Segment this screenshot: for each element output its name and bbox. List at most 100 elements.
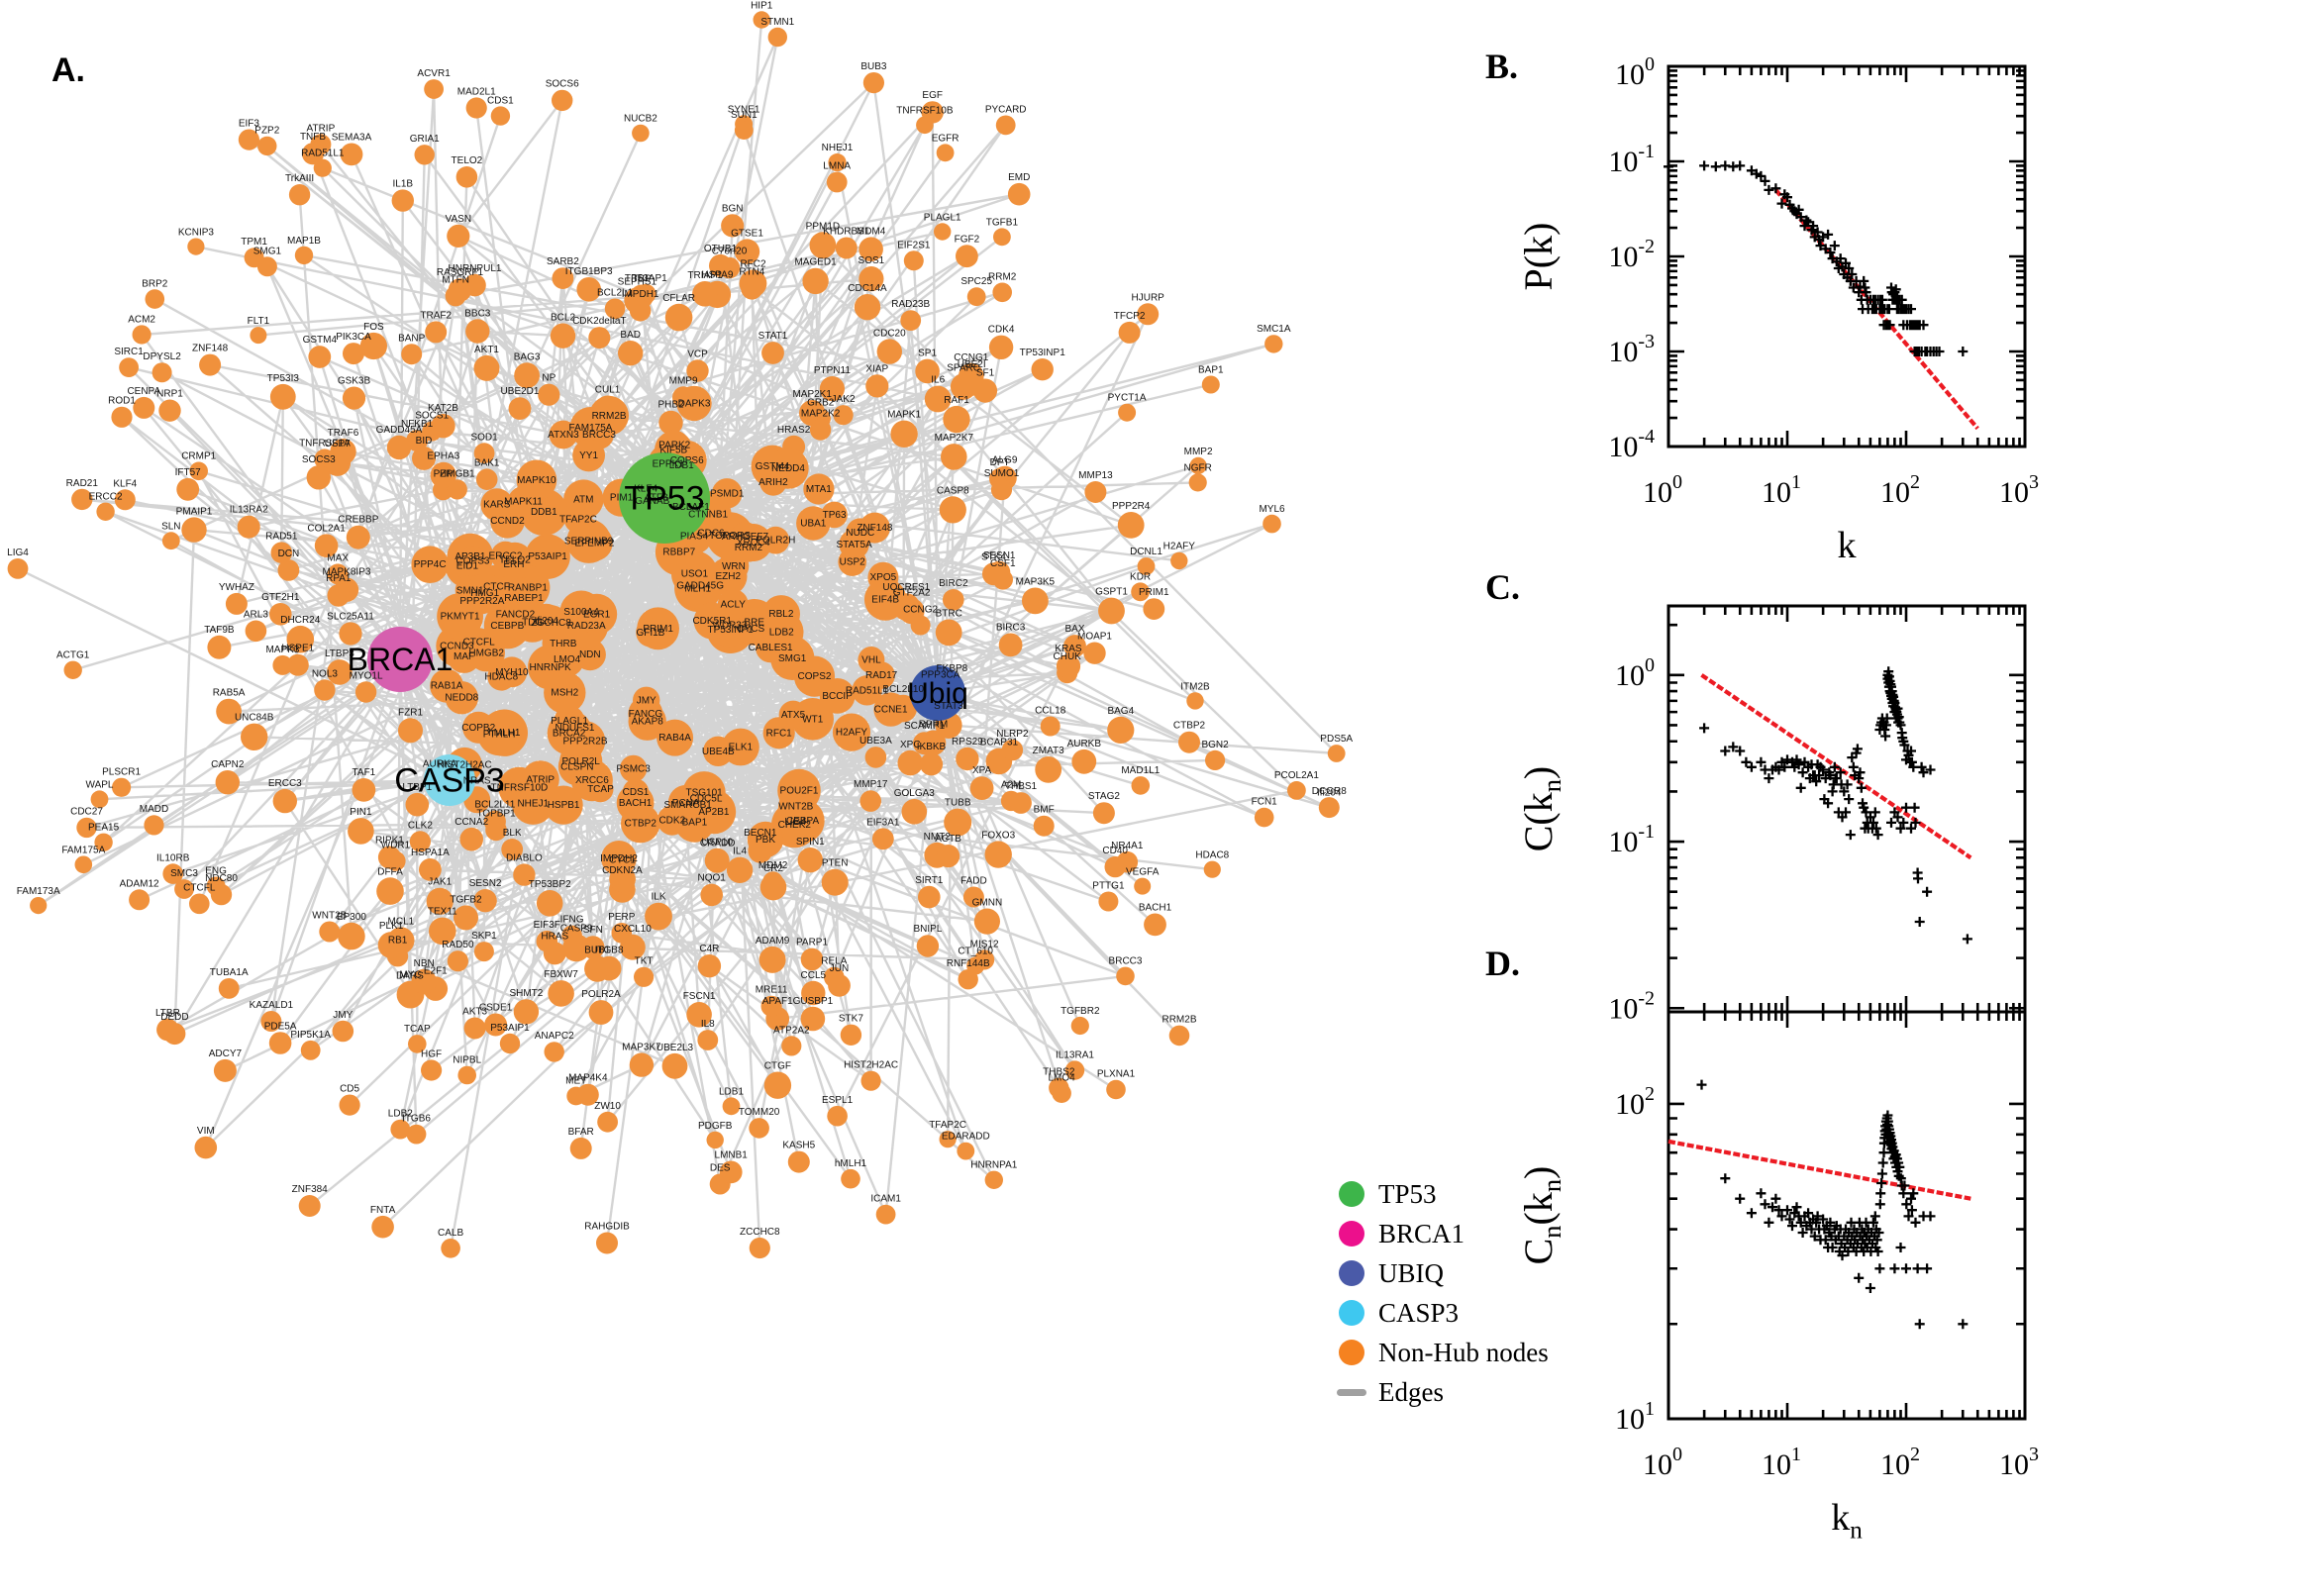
network-node xyxy=(330,439,356,465)
network-node-label: PERP xyxy=(608,912,636,923)
network-node xyxy=(176,477,200,501)
network-node-label: ERCC3 xyxy=(268,778,302,789)
scatter-points xyxy=(1664,160,1969,356)
network-node xyxy=(314,534,339,557)
network-node-labels: TCAP PRIM1 NHEJ1 Ifi204 TP53INP1 P53AIP1 H2AFY… xyxy=(7,0,1353,1239)
network-node-label: GSTM4 xyxy=(756,461,790,472)
network-node xyxy=(348,818,374,845)
network-node-label: SIRT1 xyxy=(915,875,944,886)
network-node xyxy=(536,890,563,917)
network-node xyxy=(1092,802,1115,825)
network-node xyxy=(875,1204,896,1225)
network-node xyxy=(718,256,741,279)
network-node xyxy=(1319,798,1339,818)
network-node xyxy=(597,1111,618,1133)
network-node xyxy=(7,558,29,579)
network-node xyxy=(616,784,655,822)
network-node xyxy=(377,932,405,958)
axis-tick-label: 100 xyxy=(1643,471,1682,509)
network-node-label: MMP13 xyxy=(1078,470,1113,481)
network-node-label: RPRM xyxy=(919,720,948,731)
network-node-label: IFNG xyxy=(560,915,584,926)
legend-item: Edges xyxy=(1337,1372,1549,1412)
legend-item: TP53 xyxy=(1339,1174,1549,1214)
network-node xyxy=(867,561,899,593)
network-node-label: IL13RA2 xyxy=(230,505,268,516)
network-node-label: UBE2D1 xyxy=(501,386,540,397)
network-node-label: EID1 xyxy=(456,560,479,571)
network-node-label: CASP9 xyxy=(560,923,593,934)
network-node xyxy=(90,790,109,809)
network-node-label: EGFR xyxy=(932,133,960,144)
network-node xyxy=(288,184,311,206)
network-node-label: RAF1 xyxy=(944,395,969,406)
network-node-label: RELA xyxy=(821,956,847,967)
network-node-label: UBE3A xyxy=(859,736,892,747)
network-node-label: BECN1 xyxy=(744,828,777,839)
network-node xyxy=(1116,966,1135,986)
network-node-label: HIST2H2AC xyxy=(844,1060,898,1071)
network-node xyxy=(250,327,267,345)
hub-label-ubiq: Ubiq xyxy=(907,677,968,710)
chart-panel-b: 100 10-1 10-2 10-3 10-4 100 101 102 103 P(k) k xyxy=(1516,53,2039,566)
network-node xyxy=(974,949,995,970)
network-node-label: TCAP xyxy=(404,1024,431,1035)
network-node-label: WNT2B xyxy=(312,911,347,922)
network-node-label: NRP1 xyxy=(156,389,183,400)
network-node xyxy=(697,1030,719,1050)
network-node xyxy=(1264,335,1283,353)
network-node xyxy=(832,713,871,751)
network-node xyxy=(475,468,498,491)
network-node xyxy=(508,397,532,420)
network-node-label: SESN2 xyxy=(469,878,502,889)
network-node-label: PDS5A xyxy=(1320,734,1353,745)
network-node xyxy=(376,877,404,905)
network-node-label: NIPBL xyxy=(453,1055,481,1066)
network-node-label: PLXNA1 xyxy=(1097,1069,1136,1080)
network-node-label: MAP3K5 xyxy=(1016,577,1056,588)
network-node xyxy=(390,1119,411,1140)
network-node xyxy=(538,383,560,406)
network-node-label: FANCG xyxy=(629,709,663,720)
legend-label: UBIQ xyxy=(1378,1257,1444,1288)
network-node xyxy=(761,526,790,554)
network-node-label: TNFB xyxy=(300,132,326,143)
network-node-label: SOD1 xyxy=(470,432,498,443)
network-node-label: HJURP xyxy=(1132,292,1165,303)
network-node xyxy=(544,1042,564,1062)
network-node-label: STAT3 xyxy=(934,701,963,712)
network-node-label: TSG101 xyxy=(685,788,723,799)
network-node xyxy=(1084,481,1107,503)
network-node-label: CABLES1 xyxy=(749,643,793,653)
network-node-label: MAP2K7 xyxy=(935,433,974,444)
network-node-label: ADAM12 xyxy=(120,878,159,889)
chart-panel-c: 100 10-1 10-2 C(kn) xyxy=(1516,604,2027,1025)
network-node xyxy=(144,815,164,836)
network-node-label: SLC25A11 xyxy=(327,611,374,622)
network-node-label: CENPA xyxy=(127,386,160,397)
network-node xyxy=(1056,653,1081,679)
network-node xyxy=(241,723,268,750)
network-node-label: EIF3A1 xyxy=(866,817,900,828)
network-node-label: WNT2B xyxy=(778,802,813,813)
network-node-label: MYC xyxy=(399,970,421,981)
network-node xyxy=(819,678,856,714)
network-node xyxy=(984,841,1012,868)
network-node-label: MYO1L xyxy=(350,670,383,681)
network-node-label: TRAF6 xyxy=(328,428,359,439)
legend-label: Edges xyxy=(1378,1376,1444,1407)
network-node xyxy=(520,488,568,537)
network-node-label: AURKB xyxy=(1067,739,1102,749)
network-node xyxy=(719,1160,743,1184)
network-node xyxy=(339,622,362,646)
network-node-label: RAHGDIB xyxy=(584,1222,630,1233)
network-node xyxy=(181,517,207,543)
network-node-label: STK7 xyxy=(839,1014,863,1025)
network-node-label: FBXW7 xyxy=(544,969,578,980)
network-node-label: LDB2 xyxy=(388,1109,413,1120)
network-node-label: LIG4 xyxy=(784,817,806,828)
network-node xyxy=(425,321,448,344)
network-node-label: NFKB1 xyxy=(401,419,434,430)
network-node-label: IL6 xyxy=(931,375,945,386)
legend-item: UBIQ xyxy=(1339,1253,1549,1293)
